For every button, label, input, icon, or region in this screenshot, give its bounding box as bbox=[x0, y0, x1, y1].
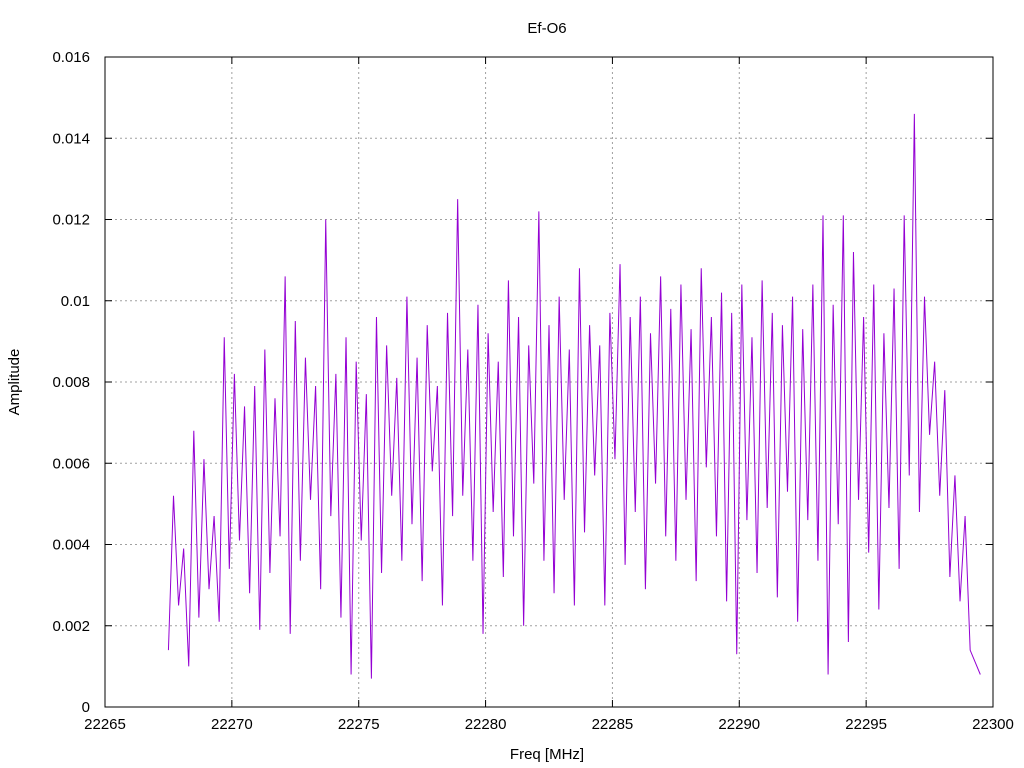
x-tick-label: 22270 bbox=[211, 716, 253, 733]
x-tick-label: 22275 bbox=[338, 716, 380, 733]
x-axis: 22265 22270 22275 22280 22285 22290 22295 22300 bbox=[84, 57, 1014, 733]
y-tick-label: 0.012 bbox=[52, 212, 90, 229]
y-tick-label: 0.016 bbox=[52, 49, 90, 66]
x-tick-label: 22295 bbox=[845, 716, 887, 733]
y-tick-label: 0.006 bbox=[52, 455, 90, 472]
x-tick-label: 22300 bbox=[972, 716, 1014, 733]
x-tick-label: 22290 bbox=[718, 716, 760, 733]
x-tick-label: 22285 bbox=[592, 716, 634, 733]
x-tick-label: 22280 bbox=[465, 716, 507, 733]
y-tick-label: 0.01 bbox=[61, 293, 90, 310]
y-tick-label: 0 bbox=[82, 699, 90, 716]
y-tick-label: 0.014 bbox=[52, 130, 90, 147]
series-layer bbox=[167, 113, 981, 679]
x-axis-title: Freq [MHz] bbox=[510, 746, 584, 763]
y-tick-label: 0.002 bbox=[52, 618, 90, 635]
y-axis: 0 0.002 0.004 0.006 0.008 0.01 0.012 0.014 0.016 bbox=[52, 49, 993, 716]
y-tick-label: 0.008 bbox=[52, 374, 90, 391]
y-axis-title: Amplitude bbox=[6, 349, 23, 416]
x-tick-label: 22265 bbox=[84, 716, 126, 733]
y-tick-label: 0.004 bbox=[52, 537, 90, 554]
series-line bbox=[167, 113, 981, 679]
chart-title: Ef-O6 bbox=[527, 20, 566, 37]
